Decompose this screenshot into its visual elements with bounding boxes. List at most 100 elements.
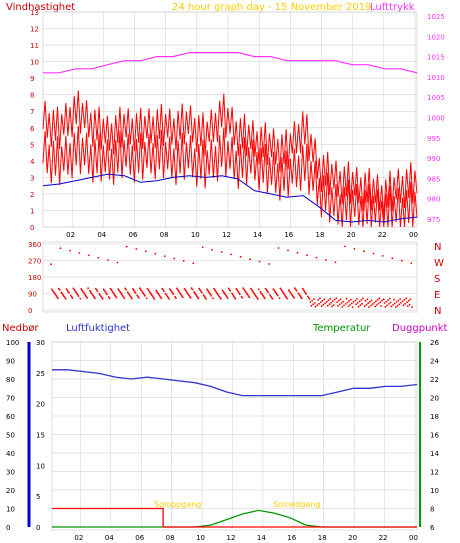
direction-dot [59, 247, 62, 250]
direction-dot [400, 259, 403, 262]
wind-time-axis: 02 04 06 08 10 12 14 16 18 20 22 00 [66, 231, 418, 239]
direction-dot [51, 288, 53, 291]
wind-y-tick: 12 [30, 26, 39, 34]
wind-x-tick: 00 [409, 231, 418, 239]
direction-dot [299, 295, 301, 297]
wind-x-tick: 08 [160, 231, 169, 239]
direction-dot [251, 290, 254, 293]
direction-dots [50, 245, 413, 309]
direction-dot [82, 291, 85, 294]
direction-dot [401, 300, 404, 303]
direction-dot [106, 293, 108, 296]
direction-dot [373, 301, 376, 304]
direction-dot [383, 302, 386, 304]
direction-dot [282, 291, 284, 294]
direction-dot [316, 304, 319, 307]
direction-dot [192, 262, 195, 265]
direction-dot [239, 255, 242, 258]
direction-dot [344, 303, 347, 305]
direction-dot [384, 306, 387, 308]
bottom-x-tick: 16 [287, 534, 296, 542]
direction-dot [216, 292, 219, 295]
direction-dot [122, 295, 125, 298]
direction-dot [331, 300, 334, 303]
direction-dot [388, 297, 391, 300]
direction-dot [232, 293, 234, 296]
direction-dot [393, 298, 395, 301]
direction-dot [131, 297, 133, 300]
direction-dot [331, 305, 333, 308]
direction-dot [62, 294, 64, 296]
bottom-x-tick: 10 [196, 534, 205, 542]
pressure-y-tick: 975 [427, 216, 440, 224]
direction-dot [177, 290, 180, 292]
direction-dot [406, 301, 408, 304]
direction-dot [144, 295, 146, 297]
direction-dot [102, 288, 105, 291]
direction-dot [208, 292, 211, 294]
direction-dot [256, 296, 258, 299]
direction-dot [80, 288, 83, 290]
wind-x-tick: 02 [66, 231, 75, 239]
direction-dot [328, 303, 331, 305]
direction-dot [69, 249, 71, 252]
direction-dot [168, 297, 171, 300]
direction-dot [267, 291, 270, 294]
wind-x-tick: 22 [378, 231, 387, 239]
direction-dot [275, 292, 277, 294]
bottom-x-tick: 20 [348, 534, 357, 542]
direction-dot [360, 299, 363, 301]
direction-dot [127, 292, 130, 295]
direction-dot [309, 301, 312, 303]
sunset-label: Solnedgang [273, 500, 320, 509]
direction-dot [153, 298, 156, 300]
compass-letter: S [434, 274, 440, 285]
direction-dot [314, 305, 317, 308]
direction-dot [198, 287, 201, 290]
temperature-y-tick: 10 [430, 487, 439, 495]
direction-dot [221, 289, 224, 292]
series-vindhastighet-avg [42, 173, 418, 223]
direction-dot [66, 289, 69, 292]
wind-y-tick: 8 [30, 92, 34, 100]
direction-dot [288, 289, 290, 292]
pressure-y-tick: 990 [427, 155, 440, 163]
direction-dot [50, 263, 52, 266]
direction-dot [175, 297, 177, 299]
wind-y-tick: 1 [30, 207, 34, 215]
wind-x-tick: 16 [284, 231, 293, 239]
direction-dot [169, 289, 172, 292]
direction-dot [294, 288, 297, 291]
direction-dot [269, 294, 271, 296]
direction-dot [182, 260, 185, 262]
wind-y-tick: 3 [30, 174, 34, 182]
direction-dot [142, 292, 145, 295]
direction-dot [76, 292, 78, 295]
direction-dot [352, 301, 355, 303]
bottom-x-tick: 22 [379, 534, 388, 542]
direction-dot [55, 294, 58, 297]
direction-dot [292, 295, 295, 298]
direction-dot [407, 299, 410, 302]
direction-dot [118, 289, 120, 292]
precip-y-tick: 25 [36, 370, 45, 378]
direction-dot [188, 295, 191, 298]
direction-dot [295, 289, 298, 292]
direction-dot [182, 296, 184, 299]
wind-y-tick: 7 [30, 108, 34, 116]
direction-dot [89, 291, 92, 293]
direction-dot [101, 296, 103, 299]
dewpoint-title: Duggpunkt [392, 323, 448, 334]
direction-dot [262, 294, 264, 297]
direction-dot [303, 290, 306, 293]
direction-dot [284, 295, 287, 297]
direction-dot [313, 302, 316, 304]
direction-dot [117, 288, 120, 290]
direction-dot [370, 299, 373, 302]
direction-dot [261, 293, 264, 296]
direction-dot [113, 294, 116, 296]
temperature-y-tick: 6 [430, 524, 435, 532]
direction-dot [108, 297, 111, 300]
direction-dot [306, 254, 308, 257]
pressure-y-tick: 995 [427, 135, 440, 143]
